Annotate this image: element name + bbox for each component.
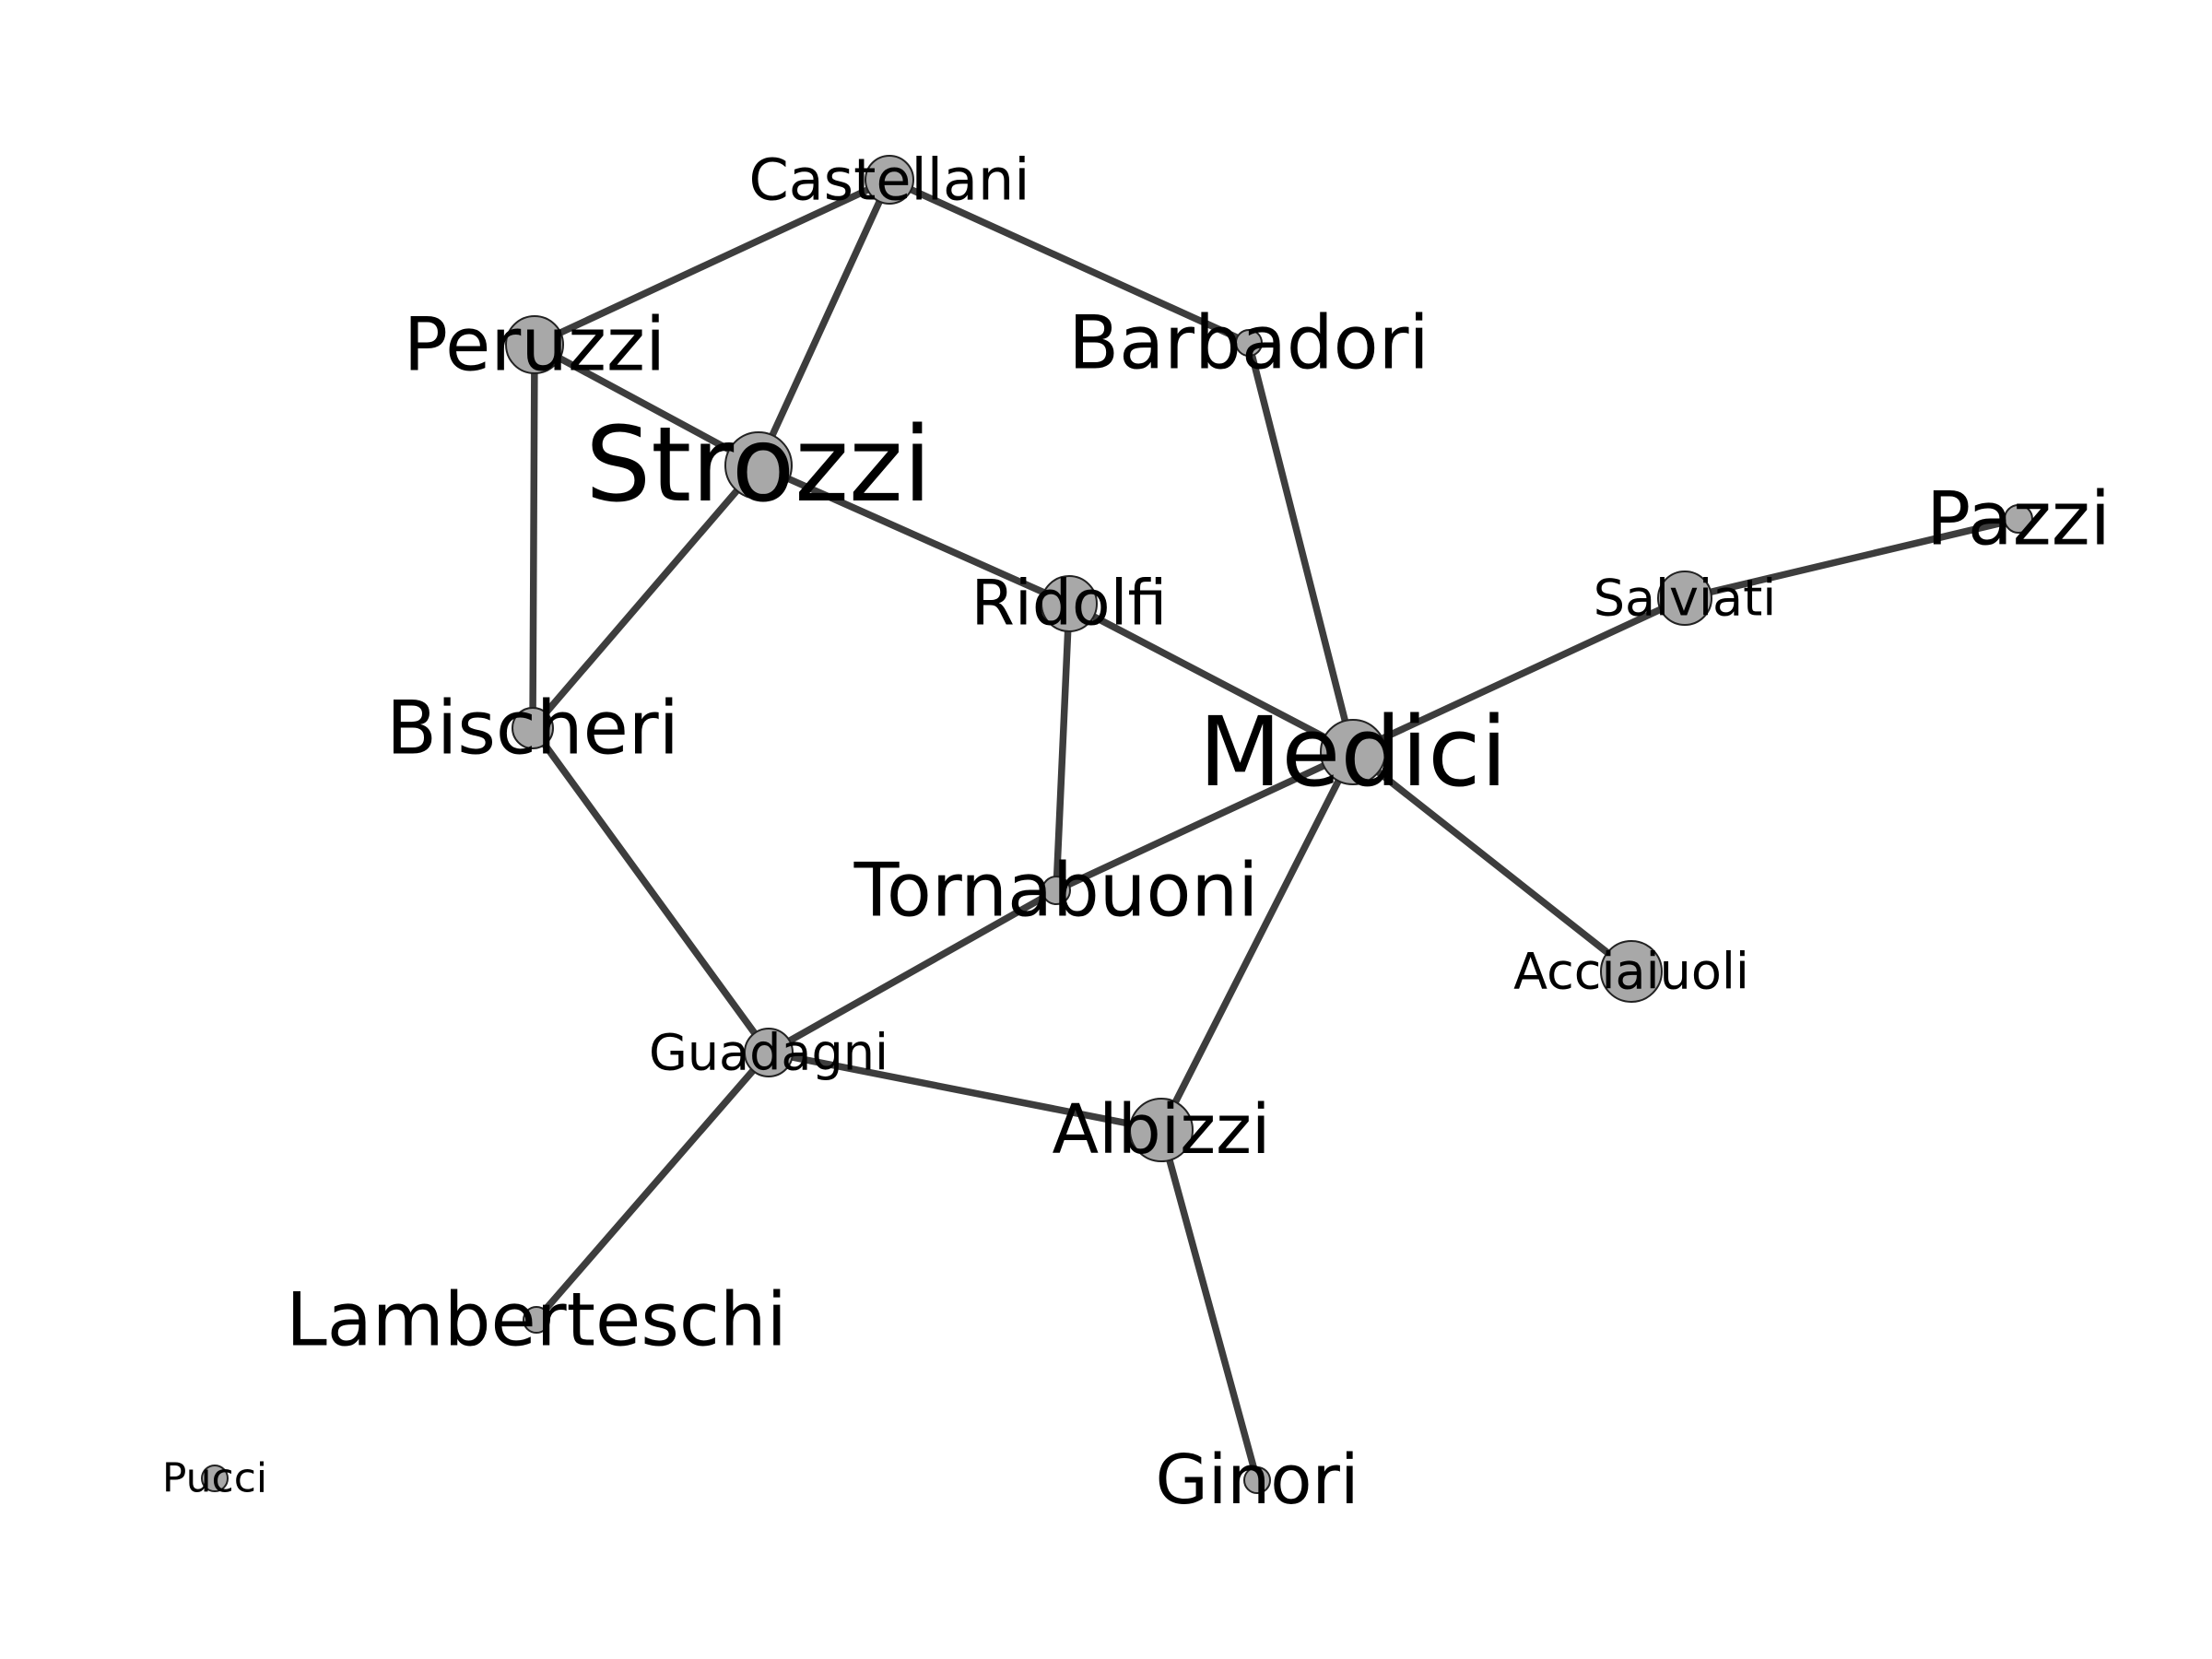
edge-peruzzi-bischeri	[533, 345, 535, 728]
edge-bischeri-guadagni	[533, 728, 769, 1053]
edge-albizzi-ginori	[1161, 1130, 1257, 1480]
node-label-salviati: Salviati	[1594, 570, 1777, 628]
node-label-guadagni: Guadagni	[649, 1024, 888, 1082]
node-label-ginori: Ginori	[1155, 1441, 1359, 1520]
labels-layer: Castellani Peruzzi Barbadori Strozzi Pazzi Ri…	[162, 147, 2111, 1521]
edge-medici-albizzi	[1161, 752, 1353, 1130]
node-label-albizzi: Albizzi	[1053, 1090, 1271, 1170]
edge-barbadori-medici	[1249, 343, 1353, 752]
node-label-strozzi: Strozzi	[585, 406, 932, 525]
node-label-barbadori: Barbadori	[1068, 300, 1429, 386]
node-label-pazzi: Pazzi	[1926, 477, 2111, 562]
node-label-ridolfi: Ridolfi	[971, 568, 1168, 641]
node-label-bischeri: Bischeri	[386, 686, 679, 771]
node-label-lamberteschi: Lamberteschi	[286, 1277, 787, 1363]
node-label-castellani: Castellani	[748, 147, 1030, 214]
node-label-pucci: Pucci	[162, 1455, 267, 1502]
node-label-tornabuoni: Tornabuoni	[853, 848, 1259, 934]
node-label-medici: Medici	[1199, 696, 1508, 808]
node-label-peruzzi: Peruzzi	[404, 302, 665, 388]
node-label-acciaiuoli: Acciaiuoli	[1513, 943, 1749, 1001]
